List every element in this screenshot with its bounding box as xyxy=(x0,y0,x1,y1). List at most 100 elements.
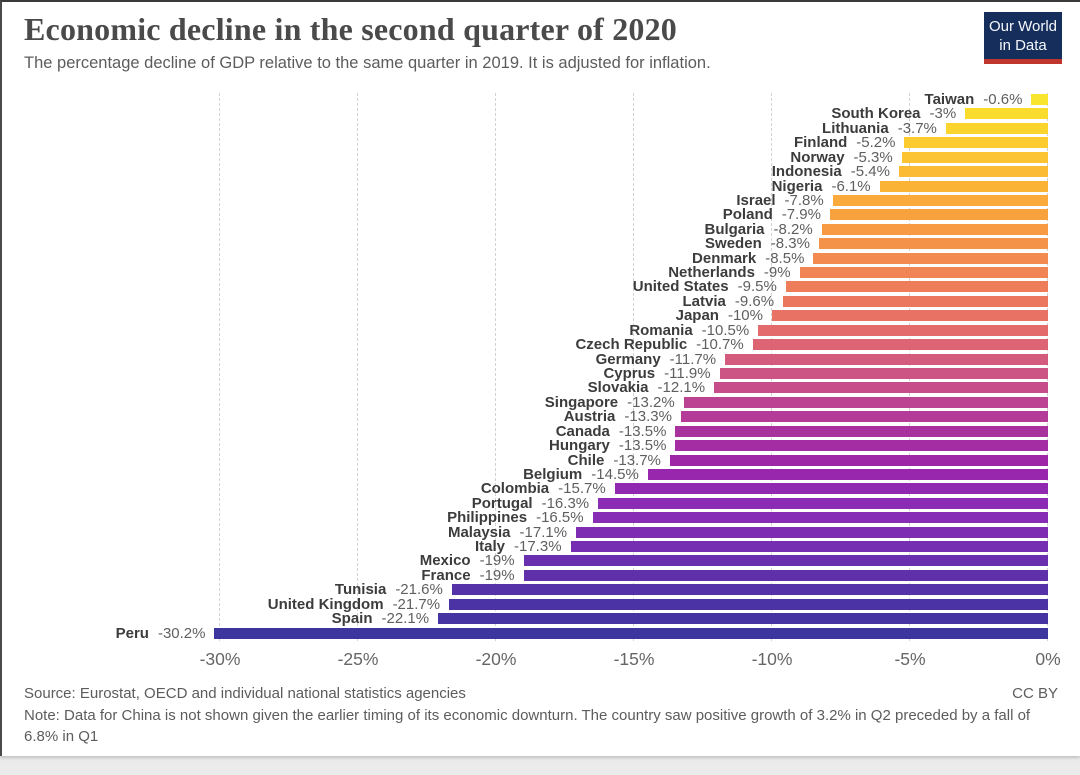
bar-row: Portugal -16.3% xyxy=(2,494,1048,512)
bar[interactable] xyxy=(675,440,1048,452)
page-title: Economic decline in the second quarter o… xyxy=(24,11,678,47)
bar-label: Austria -13.3% xyxy=(564,409,672,424)
bar-row: Taiwan -0.6% xyxy=(2,91,1048,108)
bar[interactable] xyxy=(879,180,1048,192)
license-badge: CC BY xyxy=(1012,685,1058,702)
bar-row: Bulgaria -8.2% xyxy=(2,222,1048,238)
bar-row: Italy -17.3% xyxy=(2,539,1048,555)
bar[interactable] xyxy=(898,166,1048,178)
bar[interactable] xyxy=(669,454,1048,466)
bar[interactable] xyxy=(598,497,1048,509)
bar[interactable] xyxy=(451,584,1048,596)
bar[interactable] xyxy=(758,324,1048,336)
bar[interactable] xyxy=(449,598,1048,610)
bar[interactable] xyxy=(904,137,1048,149)
bar[interactable] xyxy=(680,411,1048,423)
country-name: Singapore xyxy=(544,393,619,411)
bar-label: Czech Republic -10.7% xyxy=(575,337,743,352)
bar-label: Germany -11.7% xyxy=(596,352,716,367)
bar[interactable] xyxy=(683,396,1048,408)
bar[interactable] xyxy=(799,267,1048,279)
bar-row: Japan -10% xyxy=(2,308,1048,324)
bar-label: Canada -13.5% xyxy=(556,424,667,439)
bar-chart: -30% -25% -20% -15% -10% -5% 0% Taiwan -0.6% Sout… xyxy=(2,91,1061,669)
bar-row: Singapore -13.2% xyxy=(2,395,1048,411)
bar[interactable] xyxy=(772,310,1048,322)
bar[interactable] xyxy=(714,382,1048,394)
bar[interactable] xyxy=(785,281,1048,293)
country-value: -9% xyxy=(763,264,791,282)
country-value: -3% xyxy=(929,105,957,123)
bar[interactable] xyxy=(1031,94,1048,105)
country-name: Malaysia xyxy=(447,523,511,541)
country-name: Israel xyxy=(736,191,776,209)
chart-footer: Source: Eurostat, OECD and individual na… xyxy=(24,683,1058,747)
bar[interactable] xyxy=(523,569,1048,581)
bar-label: Bulgaria -8.2% xyxy=(704,222,812,237)
bar[interactable] xyxy=(821,223,1048,235)
country-value: -0.6% xyxy=(983,91,1023,108)
bar[interactable] xyxy=(675,425,1048,437)
owid-logo[interactable]: Our World in Data xyxy=(984,12,1062,64)
bar[interactable] xyxy=(813,252,1048,264)
bar[interactable] xyxy=(570,541,1048,553)
bar-row: Latvia -9.6% xyxy=(2,294,1048,310)
country-name: Norway xyxy=(790,148,845,166)
bar[interactable] xyxy=(523,555,1048,567)
bar-row: United States -9.5% xyxy=(2,278,1048,296)
bar[interactable] xyxy=(719,368,1048,379)
bar-row: Slovakia -12.1% xyxy=(2,380,1048,396)
bar[interactable] xyxy=(214,627,1048,639)
bar[interactable] xyxy=(647,468,1048,480)
country-value: -14.5% xyxy=(591,465,639,483)
bar-label: Belgium -14.5% xyxy=(523,467,639,482)
country-value: -6.1% xyxy=(831,177,871,195)
x-axis-tick: -30% xyxy=(199,649,241,669)
country-name: Nigeria xyxy=(771,177,823,195)
country-value: -19% xyxy=(479,566,515,584)
x-axis-tick: -15% xyxy=(613,649,655,669)
country-name: Lithuania xyxy=(822,119,889,137)
country-name: Romania xyxy=(629,321,693,339)
bar[interactable] xyxy=(614,483,1048,495)
bar-label: Singapore -13.2% xyxy=(545,395,675,410)
bar-label: Mexico -19% xyxy=(420,553,515,568)
country-value: -3.7% xyxy=(897,119,937,137)
bar-label: Slovakia -12.1% xyxy=(588,380,705,395)
bar[interactable] xyxy=(725,353,1048,365)
country-value: -10.5% xyxy=(701,321,750,339)
bar[interactable] xyxy=(438,613,1048,625)
bar-label: Chile -13.7% xyxy=(568,453,661,468)
country-name: France xyxy=(421,566,471,584)
bar[interactable] xyxy=(945,122,1048,134)
bar[interactable] xyxy=(576,526,1048,538)
bar[interactable] xyxy=(818,238,1048,250)
bar-label: Israel -7.8% xyxy=(736,193,823,208)
bar[interactable] xyxy=(752,339,1048,351)
x-axis-tick: -10% xyxy=(751,649,793,669)
bar-row: Netherlands -9% xyxy=(2,264,1048,282)
page-subtitle: The percentage decline of GDP relative t… xyxy=(24,54,711,72)
source-text: Source: Eurostat, OECD and individual na… xyxy=(24,685,466,702)
bar[interactable] xyxy=(901,151,1048,163)
bar-row: Romania -10.5% xyxy=(2,321,1048,339)
bar[interactable] xyxy=(832,194,1048,206)
bar[interactable] xyxy=(965,108,1048,120)
country-name: Netherlands xyxy=(668,264,755,282)
bar-label: Italy -17.3% xyxy=(475,539,562,554)
country-value: -11.9% xyxy=(664,365,711,382)
country-name: Italy xyxy=(474,538,505,556)
owid-logo-line1: Our World xyxy=(988,18,1058,35)
country-name: Cyprus xyxy=(603,365,656,382)
bar-row: Lithuania -3.7% xyxy=(2,119,1048,137)
bar[interactable] xyxy=(783,295,1048,307)
country-name: Indonesia xyxy=(771,163,842,181)
owid-logo-line2: in Data xyxy=(999,37,1047,54)
bar-label: Finland -5.2% xyxy=(794,135,896,150)
country-name: Portugal xyxy=(471,494,533,512)
bar-label: Hungary -13.5% xyxy=(549,438,666,453)
bar[interactable] xyxy=(829,209,1048,221)
bar[interactable] xyxy=(592,512,1048,524)
country-name: United States xyxy=(632,278,729,296)
bar-label: Tunisia -21.6% xyxy=(335,582,443,597)
